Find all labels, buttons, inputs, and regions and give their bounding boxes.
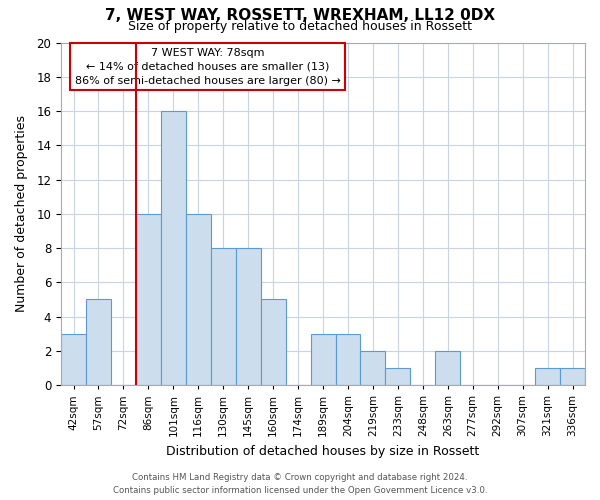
Bar (560, 368, 585, 385)
Text: 7, WEST WAY, ROSSETT, WREXHAM, LL12 0DX: 7, WEST WAY, ROSSETT, WREXHAM, LL12 0DX (105, 8, 495, 22)
Bar (385, 368, 410, 385)
Text: Size of property relative to detached houses in Rossett: Size of property relative to detached ho… (128, 20, 472, 33)
Bar (236, 248, 260, 385)
Bar (535, 368, 560, 385)
X-axis label: Distribution of detached houses by size in Rossett: Distribution of detached houses by size … (166, 444, 479, 458)
Bar (260, 300, 286, 385)
Bar (335, 334, 361, 385)
Bar (361, 351, 385, 385)
Bar (211, 248, 236, 385)
Y-axis label: Number of detached properties: Number of detached properties (15, 116, 28, 312)
Bar (61, 334, 86, 385)
Bar (136, 214, 161, 385)
Text: 7 WEST WAY: 78sqm
← 14% of detached houses are smaller (13)
86% of semi-detached: 7 WEST WAY: 78sqm ← 14% of detached hous… (75, 48, 341, 86)
Bar (161, 111, 186, 385)
Bar (186, 214, 211, 385)
Bar (86, 300, 111, 385)
Text: Contains HM Land Registry data © Crown copyright and database right 2024.
Contai: Contains HM Land Registry data © Crown c… (113, 474, 487, 495)
Bar (436, 351, 460, 385)
Bar (311, 334, 335, 385)
